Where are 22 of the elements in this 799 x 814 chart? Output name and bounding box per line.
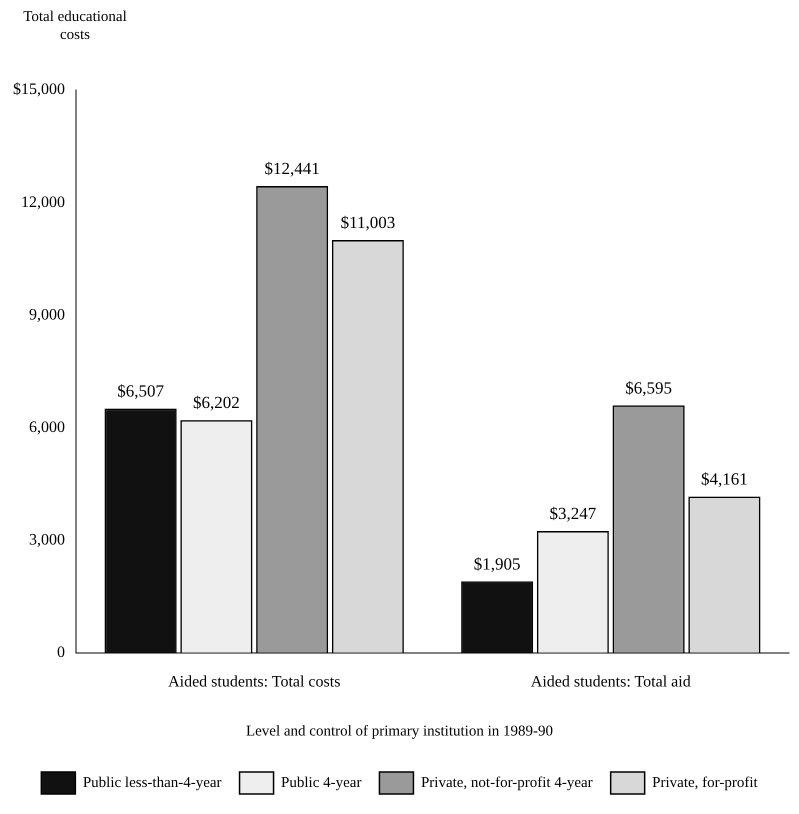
y-tick-label: 0 [57,644,65,662]
data-label: $6,595 [625,378,672,398]
y-tick-label: 3,000 [29,531,65,548]
data-label: $4,161 [701,470,748,489]
y-tick-label: 6,000 [29,418,65,436]
data-label: $11,003 [340,212,396,232]
legend-label: Private, not-for-profit 4-year [420,774,593,791]
legend-label: Public 4-year [281,774,362,791]
y-tick-label: 9,000 [29,306,65,324]
legend-label: Public less-than-4-year [82,774,222,791]
data-label: $3,247 [549,504,597,523]
x-tick-label: Aided students: Total costs [168,674,340,691]
y-tick-label: $15,000 [13,81,65,98]
y-tick-label: 12,000 [21,194,65,211]
legend-label: Private, for-profit [652,774,758,791]
data-label: $6,507 [117,382,164,401]
data-label: $1,905 [474,554,520,574]
legend-title: Level and control of primary institution in 1989-90 [246,723,554,740]
data-label: $12,441 [264,158,320,178]
x-tick-label: Aided students: Total aid [530,674,691,691]
y-axis-title: Total educational costs [22,8,128,44]
data-label: $6,202 [192,393,240,412]
